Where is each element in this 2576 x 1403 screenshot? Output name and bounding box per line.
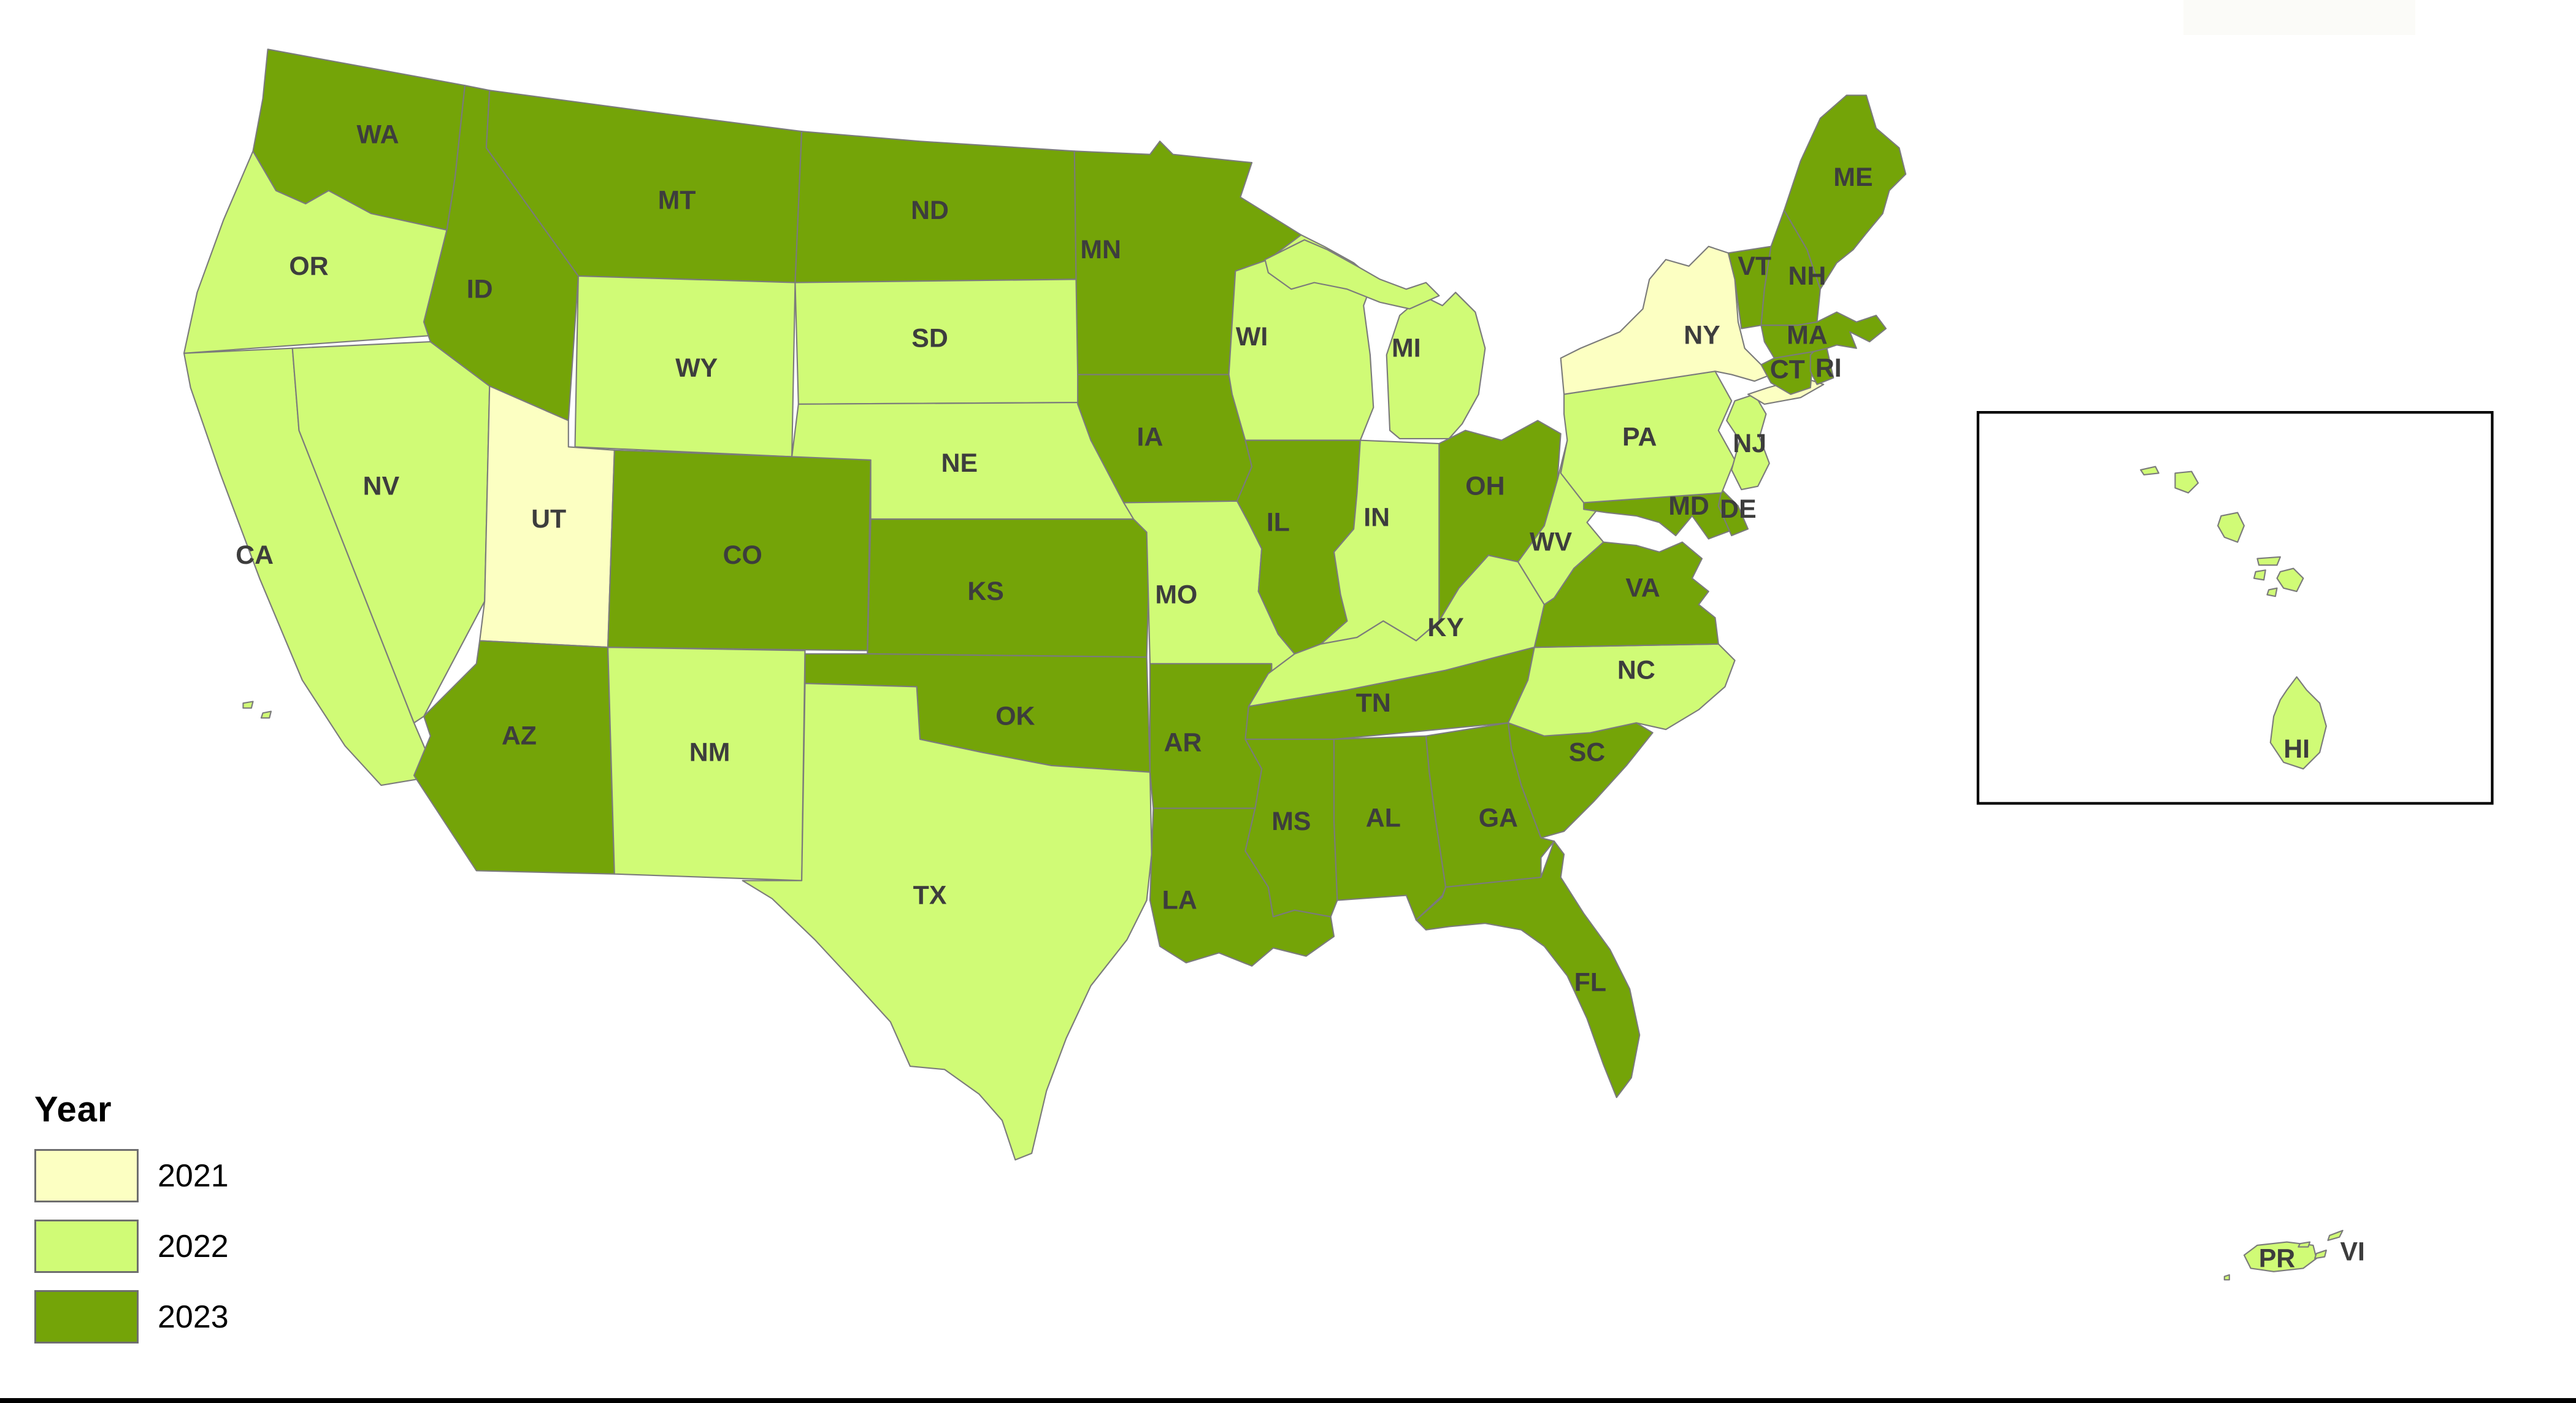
state-label-MO: MO [1155, 580, 1197, 609]
state-label-SC: SC [1569, 738, 1606, 767]
state-label-TN: TN [1356, 688, 1391, 718]
legend-label-2021: 2021 [158, 1158, 229, 1194]
state-label-NC: NC [1617, 656, 1655, 685]
state-VI [2327, 1229, 2344, 1241]
state-label-TX: TX [913, 881, 947, 910]
legend-swatch-2023 [34, 1290, 139, 1343]
state-label-KY: KY [1427, 613, 1464, 642]
state-label-NE: NE [941, 448, 978, 478]
state-VI [2298, 1241, 2311, 1248]
bottom-border-bar [0, 1398, 2576, 1403]
state-label-CA: CA [236, 540, 274, 570]
blank-watermark-area [2183, 0, 2415, 35]
legend-item-2022: 2022 [34, 1220, 229, 1273]
state-TX [742, 682, 1152, 1161]
state-label-HI: HI [2283, 734, 2310, 764]
state-label-PA: PA [1622, 422, 1657, 452]
state-NJ [1726, 393, 1770, 491]
state-CA [260, 710, 272, 719]
state-HI [2276, 567, 2304, 593]
state-label-WV: WV [1530, 528, 1572, 557]
state-label-ND: ND [911, 196, 949, 225]
state-label-VI: VI [2340, 1237, 2364, 1267]
state-HI [2256, 556, 2281, 566]
state-MI [1386, 291, 1486, 440]
state-label-WY: WY [675, 353, 718, 383]
state-FL [1415, 840, 1641, 1098]
state-label-NH: NH [1788, 261, 1826, 291]
legend-item-2023: 2023 [34, 1290, 229, 1343]
state-label-OK: OK [995, 702, 1035, 731]
state-label-WA: WA [357, 120, 399, 150]
state-label-WI: WI [1236, 322, 1268, 352]
state-label-IN: IN [1363, 503, 1390, 532]
state-label-OH: OH [1465, 472, 1505, 501]
state-label-LA: LA [1162, 886, 1197, 915]
state-label-MA: MA [1787, 320, 1828, 350]
state-label-OR: OR [289, 252, 328, 281]
state-label-FL: FL [1574, 967, 1606, 997]
state-label-NV: NV [363, 472, 400, 501]
state-label-VT: VT [1738, 252, 1771, 281]
state-NC [1507, 643, 1736, 737]
state-CT [1760, 351, 1815, 395]
state-label-IL: IL [1267, 508, 1290, 537]
state-label-IA: IA [1137, 422, 1163, 452]
year-legend: Year 2021 2022 2023 [34, 1089, 229, 1343]
state-label-VA: VA [1625, 574, 1660, 603]
state-MI [1264, 239, 1440, 310]
legend-swatch-2021 [34, 1149, 139, 1202]
state-label-CT: CT [1770, 355, 1805, 385]
state-VI [2314, 1249, 2327, 1259]
state-label-ME: ME [1833, 163, 1873, 192]
state-label-AR: AR [1164, 728, 1202, 757]
state-label-MD: MD [1668, 491, 1709, 521]
state-KS [867, 518, 1151, 658]
legend-swatch-2022 [34, 1220, 139, 1273]
state-label-NJ: NJ [1733, 429, 1766, 458]
state-label-UT: UT [531, 504, 566, 534]
hawaii-inset-box [1976, 411, 2494, 805]
state-label-AL: AL [1366, 804, 1401, 833]
state-VA [1533, 541, 1719, 648]
legend-label-2023: 2023 [158, 1299, 229, 1335]
state-HI [2174, 471, 2199, 494]
state-label-NY: NY [1684, 320, 1720, 350]
state-HI [2266, 587, 2278, 598]
legend-label-2022: 2022 [158, 1228, 229, 1264]
state-label-PR: PR [2259, 1243, 2296, 1273]
state-ME [1783, 94, 1907, 290]
state-label-KS: KS [967, 577, 1004, 606]
state-label-AZ: AZ [502, 721, 537, 751]
state-label-MN: MN [1080, 235, 1121, 264]
state-HI [2253, 569, 2266, 581]
state-label-NM: NM [689, 738, 730, 767]
state-label-ID: ID [467, 274, 493, 304]
state-PA [1560, 371, 1736, 504]
state-label-DE: DE [1720, 494, 1757, 524]
state-label-RI: RI [1815, 353, 1842, 383]
state-CO [607, 449, 872, 652]
state-HI [2269, 676, 2327, 770]
state-label-MS: MS [1271, 807, 1311, 836]
state-label-MI: MI [1392, 334, 1421, 363]
state-DE [1717, 488, 1749, 537]
state-CA [242, 701, 254, 709]
state-label-MT: MT [658, 186, 696, 215]
state-PR [2223, 1274, 2230, 1281]
state-label-GA: GA [1479, 804, 1518, 833]
legend-title: Year [34, 1090, 112, 1129]
state-HI [2217, 512, 2245, 543]
state-RI [1809, 347, 1834, 385]
state-HI [2140, 466, 2160, 476]
legend-item-2021: 2021 [34, 1149, 229, 1202]
state-label-SD: SD [911, 324, 948, 353]
state-label-CO: CO [723, 540, 762, 570]
